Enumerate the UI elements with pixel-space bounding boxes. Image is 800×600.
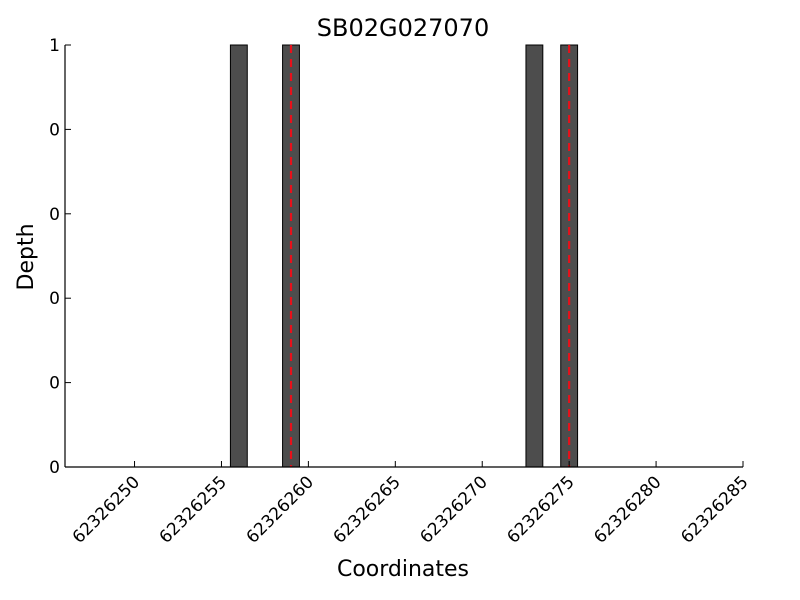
x-tick-label-1: 62326255 [156,472,231,547]
x-tick-label-2: 62326260 [243,472,318,547]
y-tick-label-3: 0 [49,205,60,225]
bar-2 [525,44,544,468]
y-tick-label-2: 0 [49,289,60,309]
x-tick-label-7: 62326285 [677,472,752,547]
bars [229,44,579,468]
y-axis-label: Depth [14,223,39,290]
x-axis-label: Coordinates [337,557,469,582]
chart-title: SB02G027070 [317,14,489,42]
x-tick-label-3: 62326265 [330,472,405,547]
marker-lines [289,45,571,467]
x-ticks: 62326250 62326255 62326260 62326265 62326270… [69,461,753,548]
x-tick-label-4: 62326270 [416,472,491,547]
y-tick-label-4: 0 [49,120,60,140]
y-ticks: 0 0 0 0 0 1 [49,36,71,478]
axes [64,45,743,468]
y-tick-label-0: 0 [49,458,60,478]
x-tick-label-6: 62326280 [590,472,665,547]
bar-0 [229,44,248,468]
y-tick-label-5: 1 [49,36,60,56]
x-tick-label-0: 62326250 [69,472,144,547]
x-tick-label-5: 62326275 [503,472,578,547]
y-tick-label-1: 0 [49,374,60,394]
